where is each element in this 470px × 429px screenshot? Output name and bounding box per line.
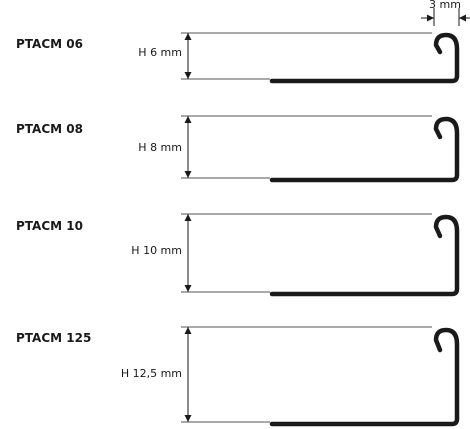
top-width-dimension-label: 3 mm	[429, 0, 461, 11]
height-label-10: H 10 mm	[131, 244, 182, 257]
profile-code-125: PTACM 125	[16, 331, 92, 345]
height-label-125: H 12,5 mm	[120, 367, 182, 380]
profile-shape-10	[181, 213, 460, 297]
top-width-dimension	[421, 8, 470, 26]
profile-shape-125	[181, 326, 460, 427]
profile-code-08: PTACM 08	[16, 122, 83, 136]
profile-code-06: PTACM 06	[16, 37, 83, 51]
profile-code-10: PTACM 10	[16, 219, 83, 233]
height-label-08: H 8 mm	[138, 141, 182, 154]
height-label-06: H 6 mm	[138, 46, 182, 59]
profile-shape-08	[181, 115, 460, 183]
profile-shape-06	[181, 32, 460, 84]
